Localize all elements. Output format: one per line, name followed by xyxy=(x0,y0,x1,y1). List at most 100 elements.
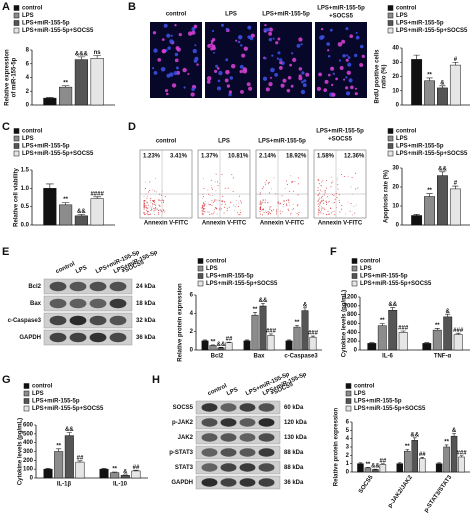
cell xyxy=(191,30,196,35)
y-tick-label: 0.5 xyxy=(21,204,30,210)
y-tick-label: 4 xyxy=(190,311,194,317)
cell xyxy=(359,44,364,49)
panel-letter: B xyxy=(128,1,136,13)
event xyxy=(317,187,319,189)
event xyxy=(202,198,204,200)
event xyxy=(154,203,156,205)
event xyxy=(324,200,326,202)
error-bar xyxy=(261,302,265,306)
event xyxy=(296,212,298,214)
event xyxy=(330,176,332,178)
band xyxy=(220,478,237,487)
event xyxy=(297,183,299,185)
legend-label: LPS+miR-155-5p xyxy=(354,399,402,405)
significance-label: ** xyxy=(444,439,449,445)
y-tick-label: 300 xyxy=(23,449,34,455)
error-bar xyxy=(203,339,207,341)
event xyxy=(149,190,151,192)
event xyxy=(259,201,261,203)
event xyxy=(354,172,356,174)
error-bar xyxy=(390,307,396,311)
blot-strip xyxy=(43,329,133,346)
event xyxy=(259,208,261,210)
y-axis-label: Relative expression xyxy=(5,49,11,106)
cell xyxy=(327,55,331,58)
event xyxy=(290,213,292,215)
event xyxy=(143,208,145,210)
legend-label: LPS+miR-155-5p xyxy=(396,144,444,150)
event xyxy=(146,197,148,199)
event xyxy=(317,189,319,191)
cell xyxy=(173,71,178,76)
significance-label: ** xyxy=(405,444,410,450)
legend-swatch xyxy=(345,398,352,404)
bar xyxy=(90,58,104,106)
error-bar xyxy=(66,432,72,436)
event xyxy=(164,210,166,212)
event xyxy=(154,199,156,201)
error-bar xyxy=(452,61,459,66)
image-label: LPS+miR-155-5p xyxy=(262,12,310,18)
legend-label: control xyxy=(354,384,375,390)
error-bar xyxy=(412,437,417,441)
error-bar xyxy=(405,449,410,452)
event xyxy=(259,192,261,194)
bar xyxy=(418,458,426,473)
event xyxy=(143,204,145,206)
band xyxy=(201,433,218,442)
cell xyxy=(277,37,281,41)
size-label: 18 kDa xyxy=(136,301,156,307)
event xyxy=(161,202,163,204)
cell xyxy=(330,66,335,71)
error-bar xyxy=(439,171,446,176)
y-tick-label: 0.0 xyxy=(21,223,30,229)
event xyxy=(285,203,287,205)
event xyxy=(207,211,209,213)
significance-label: ** xyxy=(380,318,385,324)
significance-label: ## xyxy=(380,458,387,464)
bar xyxy=(131,470,141,479)
column-label: control xyxy=(207,383,228,397)
y-tick-label: 200 xyxy=(23,458,34,464)
error-bar xyxy=(420,457,425,459)
event xyxy=(158,204,160,206)
cell xyxy=(331,92,336,97)
y-tick-label: 100 xyxy=(23,467,34,473)
cell xyxy=(153,48,158,53)
event xyxy=(271,211,273,213)
event xyxy=(334,198,336,200)
significance-label: #### xyxy=(90,191,104,197)
event xyxy=(160,210,162,212)
error-bar xyxy=(459,455,464,457)
y-axis-label: Relative protein expression xyxy=(334,407,340,486)
event xyxy=(233,204,235,206)
cell xyxy=(206,80,211,84)
event xyxy=(144,181,146,183)
event xyxy=(319,189,321,191)
micrograph xyxy=(205,22,257,98)
size-label: 36 kDa xyxy=(284,480,304,486)
legend-label: LPS+miR-155-5p xyxy=(22,21,70,27)
event xyxy=(217,181,219,183)
event xyxy=(159,199,161,201)
legend-swatch xyxy=(197,280,204,287)
event xyxy=(320,181,322,183)
event xyxy=(321,206,323,208)
image-label: LPS xyxy=(225,12,237,18)
event xyxy=(327,210,329,212)
bar xyxy=(379,464,387,473)
event xyxy=(153,210,155,212)
band xyxy=(109,281,127,292)
event xyxy=(222,195,224,197)
y-tick-label: 0 xyxy=(396,223,400,229)
legend-label: LPS+miR-155-5p xyxy=(22,144,70,150)
event xyxy=(320,198,322,200)
column-label: LPS xyxy=(75,265,88,275)
event xyxy=(288,199,290,201)
legend-label: control xyxy=(22,129,43,135)
event xyxy=(261,208,263,210)
event xyxy=(239,200,241,202)
cell xyxy=(182,67,187,73)
event xyxy=(290,212,292,214)
error-bar xyxy=(295,324,299,328)
